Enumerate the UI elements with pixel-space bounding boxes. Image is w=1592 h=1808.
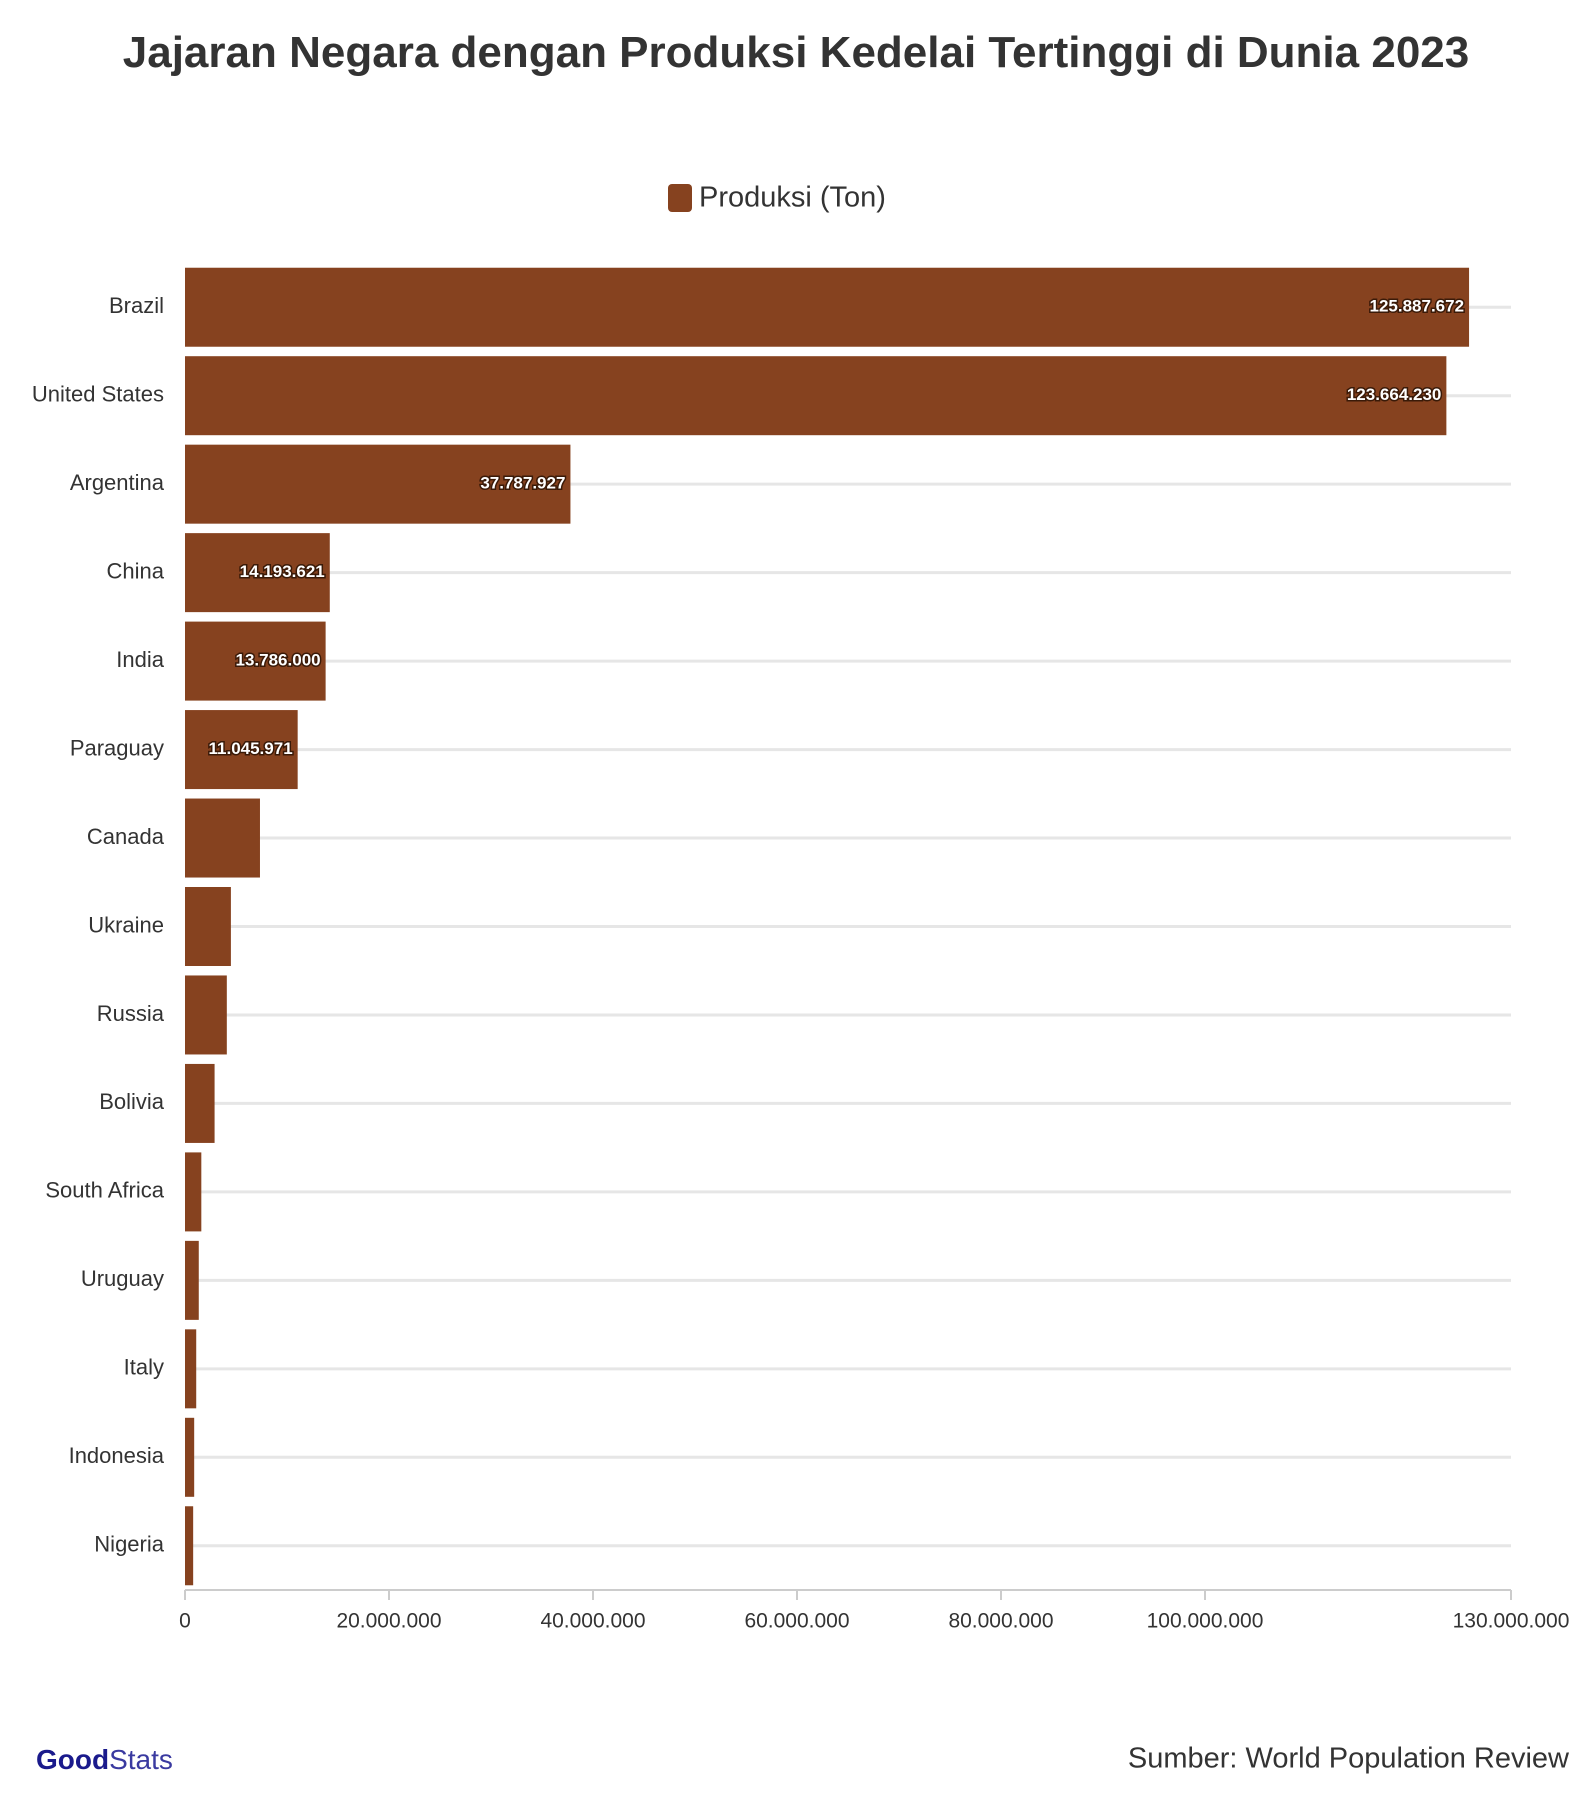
x-tick-label: 0 xyxy=(179,1610,191,1633)
bar xyxy=(185,1506,194,1586)
bar xyxy=(185,267,1470,347)
value-label: 123.664.230 xyxy=(1347,385,1442,404)
y-tick-label: China xyxy=(107,558,165,583)
y-tick-label: India xyxy=(116,647,164,672)
y-tick-label: Ukraine xyxy=(88,912,164,937)
bar xyxy=(185,621,326,701)
logo: GoodStats xyxy=(36,1744,173,1775)
bar xyxy=(185,533,330,613)
bar xyxy=(185,1063,215,1143)
logo-light: Stats xyxy=(109,1744,173,1775)
x-tick-label: 100.000.000 xyxy=(1147,1610,1264,1633)
bar xyxy=(185,1152,202,1232)
y-tick-label: Uruguay xyxy=(81,1266,164,1291)
y-tick-label: Russia xyxy=(97,1001,165,1026)
value-label: 11.045.971 xyxy=(209,739,293,758)
y-tick-label: Nigeria xyxy=(94,1532,164,1557)
y-tick-label: Italy xyxy=(124,1355,164,1380)
legend-swatch xyxy=(668,184,692,212)
y-tick-label: South Africa xyxy=(45,1178,164,1203)
bar xyxy=(185,798,260,878)
x-tick-label: 130.000.000 xyxy=(1453,1610,1570,1633)
x-tick-label: 40.000.000 xyxy=(540,1610,645,1633)
value-label: 13.786.000 xyxy=(236,651,321,670)
chart-title: Jajaran Negara dengan Produksi Kedelai T… xyxy=(122,28,1470,77)
logo-bold: Good xyxy=(36,1744,109,1775)
y-tick-label: United States xyxy=(32,382,164,407)
bar xyxy=(185,444,571,524)
source: Sumber: World Population Review xyxy=(1128,1743,1570,1775)
bar xyxy=(185,1417,195,1497)
y-tick-label: Argentina xyxy=(70,470,165,495)
bar xyxy=(185,356,1447,436)
x-tick-label: 80.000.000 xyxy=(948,1610,1053,1633)
y-tick-label: Paraguay xyxy=(70,735,164,760)
bar xyxy=(185,887,231,966)
y-tick-label: Brazil xyxy=(109,293,164,318)
bar xyxy=(185,1329,197,1409)
y-tick-label: Bolivia xyxy=(99,1089,165,1114)
x-tick-label: 20.000.000 xyxy=(336,1610,441,1633)
y-tick-label: Indonesia xyxy=(69,1443,165,1468)
value-label: 125.887.672 xyxy=(1370,297,1465,316)
bar xyxy=(185,1240,199,1320)
x-tick-label: 60.000.000 xyxy=(744,1610,849,1633)
bar xyxy=(185,710,298,790)
value-label: 37.787.927 xyxy=(480,474,565,493)
legend-label: Produksi (Ton) xyxy=(699,182,886,214)
y-tick-label: Canada xyxy=(87,824,165,849)
value-label: 14.193.621 xyxy=(240,562,325,581)
bar xyxy=(185,975,227,1055)
